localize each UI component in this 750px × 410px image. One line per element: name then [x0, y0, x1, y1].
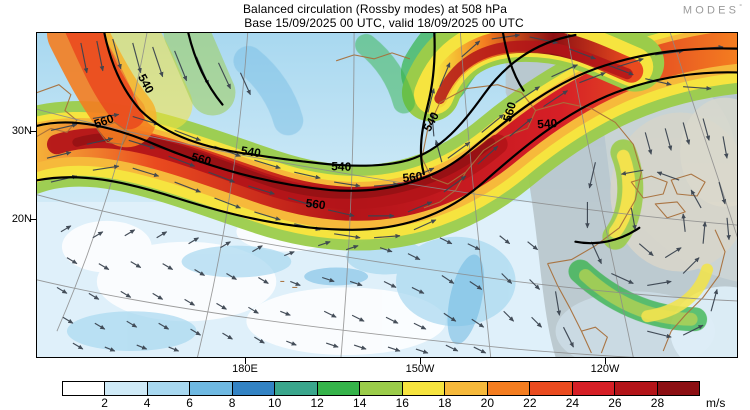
contour-label: 560: [305, 196, 327, 212]
colorbar-tick-16: 16: [395, 396, 409, 410]
ytick-label-20n: 20N: [11, 213, 32, 225]
colorbar-band-13: [615, 382, 658, 395]
colorbar: [62, 381, 700, 396]
colorbar-tick-20: 20: [480, 396, 494, 410]
xtick-mark-150w: [420, 358, 422, 364]
colorbar-tick-14: 14: [353, 396, 367, 410]
contour-label: 540: [240, 143, 262, 160]
map-plot-area: 540 540 540 540 540 560 560 560 560 560: [36, 32, 738, 358]
colorbar-tick-8: 8: [228, 396, 236, 410]
xtick-label-180e: 180E: [232, 363, 258, 375]
xtick-mark-120w: [605, 358, 607, 364]
modes-logo-text: MODES: [682, 4, 740, 17]
weather-map-canvas: 540 540 540 540 540 560 560 560 560 560: [37, 33, 737, 357]
colorbar-band-3: [190, 382, 233, 395]
xtick-label-120w: 120W: [590, 363, 620, 375]
colorbar-tick-2: 2: [101, 396, 108, 410]
contour-label: 560: [402, 169, 424, 185]
colorbar-tick-24: 24: [565, 396, 580, 410]
colorbar-tick-28: 28: [650, 396, 665, 410]
chart-subtitle: Base 15/09/2025 00 UTC, valid 18/09/2025…: [244, 16, 524, 30]
colorbar-tick-10: 10: [267, 396, 282, 410]
contour-label: 540: [331, 159, 352, 174]
ytick-mark-20n: [30, 219, 36, 221]
contour-label: 560: [500, 100, 519, 123]
colorbar-band-8: [402, 382, 446, 395]
contour-label: 540: [537, 116, 558, 131]
modes-logo-mark: °: [739, 4, 742, 11]
colorbar-band-6: [317, 382, 361, 395]
colorbar-band-12: [572, 382, 616, 395]
colorbar-band-1: [105, 382, 148, 395]
colorbar-tick-18: 18: [438, 396, 452, 410]
colorbar-tick-4: 4: [143, 396, 151, 410]
colorbar-band-5: [275, 382, 318, 395]
colorbar-band-7: [360, 382, 403, 395]
colorbar-band-9: [445, 382, 488, 395]
colorbar-band-10: [487, 382, 531, 395]
colorbar-band-11: [530, 382, 573, 395]
colorbar-band-14: [657, 382, 700, 395]
colorbar-band-0: [63, 382, 106, 395]
colorbar-tick-26: 26: [608, 396, 622, 410]
ytick-label-30n: 30N: [11, 125, 32, 137]
contour-label: 560: [190, 150, 213, 169]
page-title: Balanced circulation (Rossby modes) at 5…: [242, 2, 508, 16]
colorbar-units-label: m/s: [706, 396, 726, 410]
colorbar-band-2: [147, 382, 191, 395]
ytick-mark-30n: [30, 131, 36, 133]
modes-logo: MODES°: [683, 4, 742, 17]
colorbar-band-4: [232, 382, 276, 395]
colorbar-tick-6: 6: [186, 396, 193, 410]
contour-label: 560: [92, 111, 116, 131]
chart-title-block: Balanced circulation (Rossby modes) at 5…: [0, 2, 750, 30]
xtick-mark-180e: [245, 358, 247, 364]
colorbar-tick-12: 12: [310, 396, 324, 410]
colorbar-tick-22: 22: [523, 396, 537, 410]
xtick-label-150w: 150W: [405, 363, 435, 375]
